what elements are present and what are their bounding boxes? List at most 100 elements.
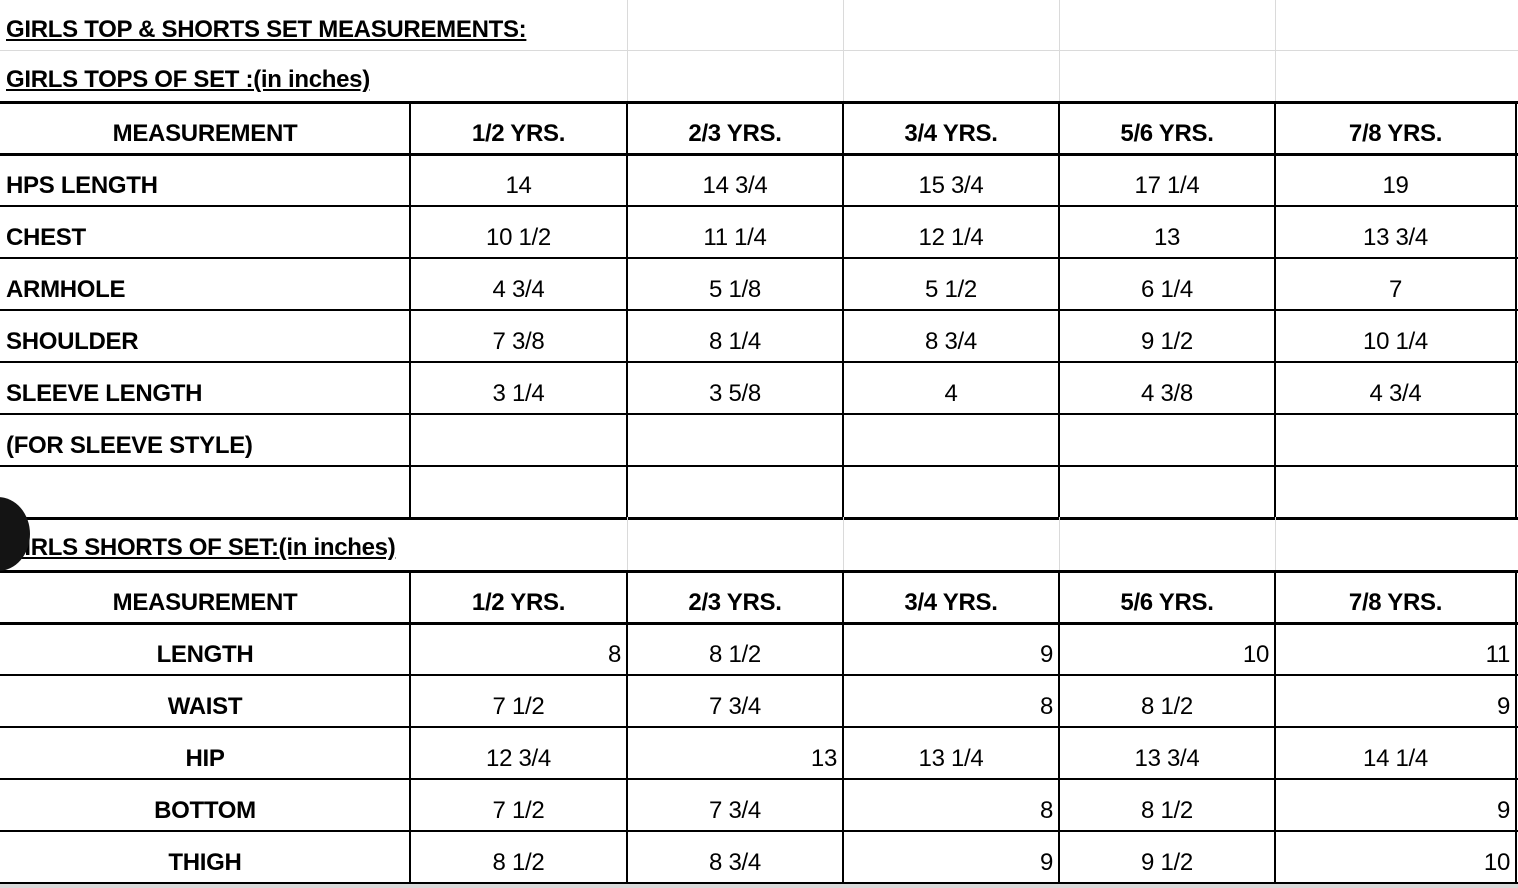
table-cell: 5 1/8 (709, 276, 761, 303)
gridline (843, 0, 844, 101)
gridline (1059, 0, 1060, 101)
table-cell: 7 1/2 (492, 693, 545, 720)
table-cell: 5 1/2 (925, 276, 977, 303)
column-header: 3/4 YRS. (904, 120, 998, 147)
column-header: MEASUREMENT (112, 120, 298, 147)
table-cell: 13 1/4 (918, 745, 984, 772)
row-border (0, 726, 1518, 728)
table-cell: 4 (944, 380, 958, 407)
row-label: SLEEVE LENGTH (6, 380, 203, 407)
row-label: CHEST (6, 224, 86, 251)
gridline (0, 884, 1518, 888)
column-header: 5/6 YRS. (1120, 120, 1214, 147)
row-border (0, 257, 1518, 259)
table-cell: 8 1/2 (492, 849, 545, 876)
row-border (0, 361, 1518, 363)
gridline (1059, 517, 1060, 570)
row-border (0, 465, 1518, 467)
table-cell: 8 (607, 641, 621, 668)
row-label: BOTTOM (154, 797, 256, 824)
table-cell: 8 1/4 (709, 328, 761, 355)
row-border (0, 674, 1518, 676)
table-cell: 12 3/4 (486, 745, 551, 772)
table-cell: 13 3/4 (1134, 745, 1200, 772)
column-header: 1/2 YRS. (471, 120, 566, 147)
row-label (0, 466, 410, 518)
table-cell (410, 466, 627, 518)
table-cell: 14 (505, 172, 532, 199)
row-border (0, 413, 1518, 415)
gridline (627, 517, 628, 570)
table-cell: 10 (1483, 849, 1510, 876)
table-border (0, 570, 1518, 573)
table-cell: 8 1/2 (1141, 797, 1193, 824)
table-cell: 9 (1039, 641, 1053, 668)
table-cell: 8 1/2 (1141, 693, 1193, 720)
table-cell: 8 3/4 (709, 849, 761, 876)
table-cell: 8 1/2 (709, 641, 761, 668)
table-border (0, 153, 1518, 156)
shorts-table-title: GIRLS SHORTS OF SET:(in inches) (6, 534, 396, 561)
table-cell: 6 1/4 (1141, 276, 1193, 303)
gridline (627, 0, 628, 101)
sheet-title: GIRLS TOP & SHORTS SET MEASUREMENTS: (6, 16, 527, 43)
column-header: 2/3 YRS. (688, 589, 782, 616)
gridline (1275, 517, 1276, 570)
table-border (0, 517, 1518, 520)
table-cell (843, 466, 1059, 518)
table-cell: 8 (1039, 797, 1053, 824)
column-header: 7/8 YRS. (1348, 589, 1443, 616)
row-label: (FOR SLEEVE STYLE) (6, 432, 253, 459)
table-border (0, 101, 1518, 104)
table-cell: 4 3/8 (1141, 380, 1193, 407)
table-cell (1059, 466, 1275, 518)
column-header: 2/3 YRS. (688, 120, 782, 147)
row-border (0, 830, 1518, 832)
gridline (0, 50, 1518, 51)
column-header: 1/2 YRS. (471, 589, 566, 616)
table-cell: 13 3/4 (1363, 224, 1428, 251)
table-border (0, 882, 1518, 885)
table-cell: 11 (1485, 641, 1511, 668)
table-cell (1059, 414, 1275, 466)
table-cell: 14 1/4 (1363, 745, 1428, 772)
table-cell (1275, 414, 1516, 466)
column-header: 7/8 YRS. (1348, 120, 1443, 147)
row-border (0, 309, 1518, 311)
table-cell: 7 (1388, 276, 1403, 303)
row-label: HIP (185, 745, 225, 772)
table-cell: 3 5/8 (709, 380, 761, 407)
row-border (0, 778, 1518, 780)
table-cell: 14 3/4 (702, 172, 768, 199)
column-header: 3/4 YRS. (904, 589, 998, 616)
table-cell: 7 3/8 (492, 328, 545, 355)
table-cell: 11 1/4 (703, 224, 767, 251)
table-cell: 3 1/4 (492, 380, 545, 407)
gridline (1275, 0, 1276, 101)
table-cell: 12 1/4 (918, 224, 984, 251)
table-cell: 4 3/4 (1369, 380, 1422, 407)
column-header: 5/6 YRS. (1120, 589, 1214, 616)
table-cell: 15 3/4 (918, 172, 984, 199)
table-cell: 10 (1242, 641, 1269, 668)
row-label: LENGTH (156, 641, 254, 668)
column-header: MEASUREMENT (112, 589, 298, 616)
table-cell: 9 (1496, 693, 1510, 720)
table-cell: 9 1/2 (1141, 328, 1193, 355)
table-cell (410, 414, 627, 466)
table-cell (843, 414, 1059, 466)
table-cell: 9 (1496, 797, 1510, 824)
table-cell (1275, 466, 1516, 518)
gridline (843, 517, 844, 570)
table-cell (627, 414, 843, 466)
table-cell: 19 (1382, 172, 1409, 199)
table-cell (627, 466, 843, 518)
table-cell: 8 3/4 (925, 328, 977, 355)
table-cell: 13 (1153, 224, 1181, 251)
table-cell: 9 1/2 (1141, 849, 1193, 876)
table-cell: 10 1/2 (486, 224, 551, 251)
table-cell: 17 1/4 (1134, 172, 1200, 199)
row-label: WAIST (167, 693, 243, 720)
row-label: ARMHOLE (6, 276, 126, 303)
table-cell: 7 3/4 (709, 693, 761, 720)
